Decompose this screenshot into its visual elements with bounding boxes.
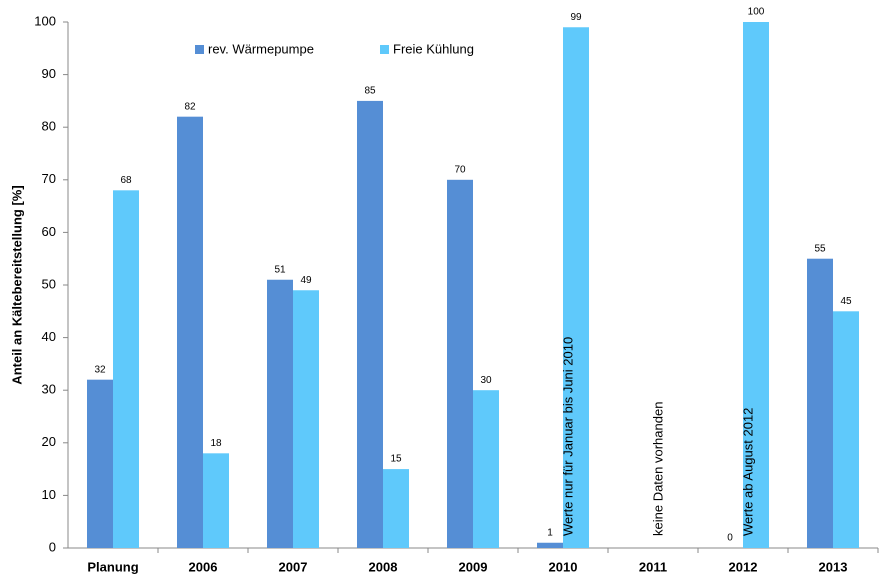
- x-tick-label: Planung: [87, 559, 138, 574]
- x-tick-label: 2008: [369, 559, 398, 574]
- value-label: 68: [120, 175, 132, 186]
- value-label: 18: [210, 438, 222, 449]
- legend-swatch: [380, 45, 389, 54]
- y-tick-label: 40: [42, 329, 56, 344]
- x-tick-label: 2011: [639, 559, 667, 574]
- annotation: Werte nur für Januar bis Juni 2010: [560, 337, 575, 536]
- bar: [473, 390, 499, 548]
- y-tick-label: 70: [42, 171, 56, 186]
- bar: [537, 542, 563, 548]
- value-label: 32: [94, 364, 106, 375]
- y-tick-label: 50: [42, 276, 56, 291]
- legend-label: Freie Kühlung: [393, 41, 474, 56]
- annotation: keine Daten vorhanden: [650, 402, 665, 536]
- bar: [87, 379, 113, 548]
- value-label: 0: [727, 533, 733, 544]
- bar: [293, 290, 319, 548]
- value-label: 15: [390, 454, 402, 465]
- annotation: Werte ab August 2012: [740, 408, 755, 536]
- legend-swatch: [195, 45, 204, 54]
- bar: [833, 311, 859, 548]
- y-axis-title: Anteil an Kältebereitstellung [%]: [9, 185, 24, 384]
- bar: [383, 469, 409, 548]
- y-tick-label: 0: [49, 539, 56, 554]
- value-label: 30: [480, 375, 492, 386]
- value-label: 55: [814, 243, 826, 254]
- y-tick-label: 10: [42, 487, 56, 502]
- x-tick-label: 2009: [459, 559, 488, 574]
- value-label: 1: [547, 527, 553, 538]
- value-label: 99: [570, 12, 582, 23]
- legend-label: rev. Wärmepumpe: [208, 41, 314, 56]
- value-label: 49: [300, 275, 312, 286]
- value-label: 100: [748, 7, 765, 18]
- value-label: 85: [364, 86, 376, 97]
- y-tick-label: 20: [42, 434, 56, 449]
- bar: [357, 100, 383, 549]
- x-tick-label: 2010: [549, 559, 578, 574]
- bar: [267, 279, 293, 548]
- y-tick-label: 80: [42, 119, 56, 134]
- y-tick-label: 100: [34, 13, 56, 28]
- y-tick-label: 30: [42, 382, 56, 397]
- bar: [743, 22, 769, 548]
- x-tick-label: 2012: [729, 559, 758, 574]
- value-label: 82: [184, 101, 196, 112]
- y-tick-label: 90: [42, 66, 56, 81]
- value-label: 51: [274, 264, 286, 275]
- bar: [447, 179, 473, 549]
- x-tick-label: 2007: [279, 559, 308, 574]
- x-tick-label: 2013: [819, 559, 848, 574]
- bar: [177, 116, 203, 549]
- bar: [203, 453, 229, 548]
- value-label: 70: [454, 164, 466, 175]
- bar: [563, 27, 589, 548]
- y-tick-label: 60: [42, 224, 56, 239]
- bar: [113, 190, 139, 548]
- bar: [807, 258, 833, 548]
- value-label: 45: [840, 296, 852, 307]
- x-tick-label: 2006: [189, 559, 218, 574]
